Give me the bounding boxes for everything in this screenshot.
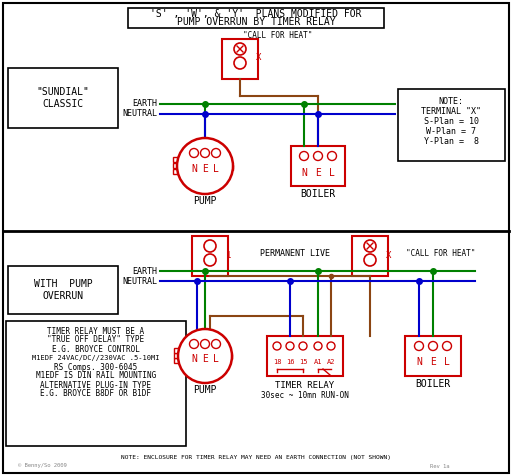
Text: 15: 15: [298, 359, 307, 365]
Text: E: E: [430, 357, 436, 367]
Circle shape: [286, 342, 294, 350]
Bar: [192, 236, 228, 276]
Text: EARTH: EARTH: [132, 99, 157, 109]
Circle shape: [234, 43, 246, 55]
Text: 18: 18: [273, 359, 281, 365]
Text: 'S' , 'W', & 'Y'  PLANS MODIFIED FOR: 'S' , 'W', & 'Y' PLANS MODIFIED FOR: [150, 9, 362, 19]
Text: X: X: [256, 53, 261, 62]
Text: Y-Plan =  8: Y-Plan = 8: [423, 137, 479, 146]
Circle shape: [328, 151, 336, 160]
Circle shape: [189, 149, 199, 158]
Bar: [174, 348, 180, 353]
Text: N: N: [416, 357, 422, 367]
Circle shape: [313, 151, 323, 160]
Circle shape: [204, 240, 216, 252]
Text: L: L: [213, 164, 219, 174]
Circle shape: [442, 341, 452, 350]
Text: L: L: [444, 357, 450, 367]
Text: L: L: [329, 168, 335, 178]
Text: E.G. BROYCE B8DF OR B1DF: E.G. BROYCE B8DF OR B1DF: [40, 389, 152, 398]
Circle shape: [300, 151, 309, 160]
Text: CLASSIC: CLASSIC: [42, 99, 83, 109]
Bar: [173, 169, 179, 174]
Circle shape: [178, 329, 232, 383]
Circle shape: [201, 339, 209, 348]
Text: PUMP: PUMP: [193, 385, 217, 395]
Text: E: E: [315, 168, 321, 178]
Text: A2: A2: [327, 359, 335, 365]
Text: N: N: [191, 354, 197, 364]
Text: NOTE: ENCLOSURE FOR TIMER RELAY MAY NEED AN EARTH CONNECTION (NOT SHOWN): NOTE: ENCLOSURE FOR TIMER RELAY MAY NEED…: [121, 456, 391, 460]
Circle shape: [177, 138, 233, 194]
Circle shape: [364, 240, 376, 252]
Bar: [8, 68, 118, 128]
Text: L: L: [213, 354, 219, 364]
Bar: [291, 146, 345, 186]
Text: E: E: [202, 164, 208, 174]
Circle shape: [189, 339, 199, 348]
Text: "SUNDIAL": "SUNDIAL": [36, 87, 90, 97]
Text: EARTH: EARTH: [132, 267, 157, 276]
Bar: [173, 157, 179, 162]
Bar: [227, 165, 233, 170]
Text: X: X: [386, 250, 391, 259]
Bar: [226, 354, 232, 359]
Bar: [405, 336, 461, 376]
Circle shape: [429, 341, 437, 350]
Bar: [222, 39, 258, 79]
Bar: [173, 163, 179, 168]
Text: TERMINAL "X": TERMINAL "X": [421, 107, 481, 116]
Text: NOTE:: NOTE:: [438, 97, 463, 106]
Text: W-Plan = 7: W-Plan = 7: [426, 127, 476, 136]
Bar: [8, 266, 118, 314]
Circle shape: [234, 57, 246, 69]
Text: NEUTRAL: NEUTRAL: [122, 109, 157, 119]
Text: "CALL FOR HEAT": "CALL FOR HEAT": [406, 249, 475, 258]
Bar: [174, 353, 180, 358]
Text: ALTERNATIVE PLUG-IN TYPE: ALTERNATIVE PLUG-IN TYPE: [40, 380, 152, 389]
Circle shape: [299, 342, 307, 350]
Text: TIMER RELAY: TIMER RELAY: [275, 381, 334, 390]
Text: WITH  PUMP: WITH PUMP: [34, 279, 92, 289]
Text: S-Plan = 10: S-Plan = 10: [423, 117, 479, 126]
Bar: [128, 8, 384, 28]
Bar: [267, 336, 343, 376]
Text: E: E: [202, 354, 208, 364]
Text: NEUTRAL: NEUTRAL: [122, 277, 157, 286]
Text: 30sec ~ 10mn RUN-ON: 30sec ~ 10mn RUN-ON: [261, 390, 349, 399]
Text: A1: A1: [314, 359, 322, 365]
Text: "CALL FOR HEAT": "CALL FOR HEAT": [243, 31, 312, 40]
Circle shape: [204, 254, 216, 266]
Text: TIMER RELAY MUST BE A: TIMER RELAY MUST BE A: [48, 327, 144, 336]
Circle shape: [201, 149, 209, 158]
Bar: [352, 236, 388, 276]
Text: BOILER: BOILER: [301, 189, 336, 199]
Text: Rev 1a: Rev 1a: [430, 464, 450, 468]
Text: E.G. BROYCE CONTROL: E.G. BROYCE CONTROL: [52, 345, 140, 354]
Text: M1EDF IS DIN RAIL MOUNTING: M1EDF IS DIN RAIL MOUNTING: [36, 371, 156, 380]
Text: OVERRUN: OVERRUN: [42, 291, 83, 301]
Text: N: N: [191, 164, 197, 174]
Circle shape: [211, 149, 221, 158]
Circle shape: [314, 342, 322, 350]
Circle shape: [415, 341, 423, 350]
Text: PUMP: PUMP: [193, 196, 217, 206]
Circle shape: [211, 339, 221, 348]
Text: "TRUE OFF DELAY" TYPE: "TRUE OFF DELAY" TYPE: [48, 336, 144, 345]
Text: RS Comps. 300-6045: RS Comps. 300-6045: [54, 363, 138, 371]
Circle shape: [327, 342, 335, 350]
Text: PERMANENT LIVE: PERMANENT LIVE: [260, 249, 330, 258]
Text: PUMP OVERRUN BY TIMER RELAY: PUMP OVERRUN BY TIMER RELAY: [177, 17, 335, 27]
Text: BOILER: BOILER: [415, 379, 451, 389]
Bar: [174, 358, 180, 363]
Text: 1: 1: [226, 250, 231, 259]
Text: 16: 16: [286, 359, 294, 365]
Text: M1EDF 24VAC/DC//230VAC .5-10MI: M1EDF 24VAC/DC//230VAC .5-10MI: [32, 355, 160, 361]
Bar: [398, 89, 505, 161]
Circle shape: [273, 342, 281, 350]
Circle shape: [364, 254, 376, 266]
Text: © Benny/So 2009: © Benny/So 2009: [18, 464, 67, 468]
Text: N: N: [301, 168, 307, 178]
Bar: [6, 321, 186, 446]
